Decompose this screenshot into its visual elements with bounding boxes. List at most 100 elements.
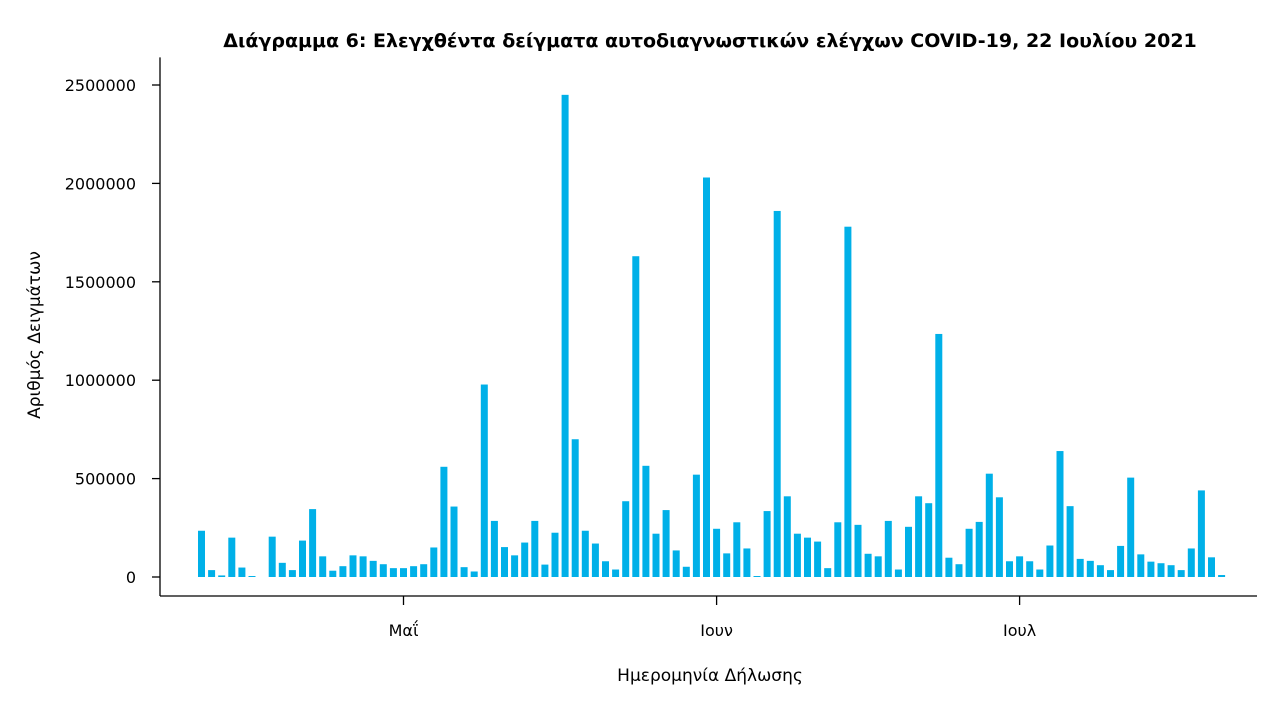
bar [400,568,407,577]
bar [410,566,418,577]
bar [369,560,377,577]
bar [945,557,953,577]
bar [854,524,862,577]
bar [975,521,983,577]
y-tick-label: 500000 [75,470,136,489]
bar [773,210,781,577]
bar [894,569,902,577]
bar [1056,451,1064,577]
bar [571,439,579,577]
y-tick-label: 2000000 [65,174,136,193]
bar [905,526,912,577]
bar [662,510,670,577]
bar [1177,570,1185,577]
bar [1066,506,1074,577]
bar [1036,569,1044,577]
bar [531,520,539,577]
bar [1107,570,1114,577]
bar [511,555,519,577]
bar [723,553,731,577]
bar [1127,477,1135,577]
bar [642,465,650,577]
bar [935,333,943,577]
bar [198,530,205,577]
bar [814,541,822,577]
bar [1167,565,1175,577]
x-axis-label: Ημερομηνία Δήλωσης [617,666,803,686]
chart-title: Διάγραμμα 6: Ελεγχθέντα δείγματα αυτοδια… [223,30,1197,52]
bar [612,569,620,577]
bar [501,547,508,577]
x-axis: Μαΐ Ιουν Ιουλ [160,595,1257,640]
y-tick-label: 2500000 [65,76,136,95]
bar [602,561,609,577]
bar [1187,548,1195,577]
bar [682,566,690,577]
y-axis-label: Αριθμός Δειγμάτων [25,251,45,419]
bar [339,566,347,577]
bar [248,576,256,577]
bar [541,564,549,577]
bar [581,530,589,577]
y-axis: 0 500000 1000000 1500000 2000000 2500000 [65,57,161,596]
y-tick-label: 0 [126,568,136,587]
bar [985,473,993,577]
bar [1006,561,1013,577]
bar [692,474,700,577]
bar [672,550,680,577]
bar [359,556,367,577]
bar [309,509,317,577]
bar [763,511,771,577]
bar [1016,556,1024,577]
bar [288,570,296,577]
bar [561,94,569,577]
bar [703,177,710,577]
bar [925,503,933,577]
bar [208,570,216,577]
y-tick-label: 1500000 [65,273,136,292]
bar [1026,561,1034,577]
bar [480,384,488,577]
bar [804,537,811,577]
bar [1208,557,1215,577]
bar [268,536,276,577]
bar [864,553,872,577]
bar [228,537,236,577]
bar [1117,545,1125,577]
bar [379,564,387,577]
bar [551,532,559,577]
bar [713,528,721,577]
bar [733,522,741,577]
bar [440,466,448,577]
bar [783,496,791,577]
bar [834,522,842,577]
bar [632,256,640,577]
bar [824,568,832,577]
bar [1086,560,1094,577]
bar [1197,490,1205,577]
bar [218,575,226,577]
bar [955,564,963,577]
bar [874,556,882,577]
bar [915,496,923,577]
bar [238,567,246,577]
bar [1147,561,1155,577]
bar [1076,558,1084,577]
y-tick-label: 1000000 [65,371,136,390]
bars [198,94,1226,577]
bar [1137,554,1145,577]
bar [591,543,599,577]
bar [884,520,892,577]
bar [430,547,438,577]
bar [420,564,428,577]
bar [490,520,498,577]
bar [460,567,468,577]
bar [965,528,973,577]
bar [1096,565,1104,577]
bar [319,556,327,577]
bar [450,506,458,577]
bar [349,555,357,577]
bar [844,226,852,577]
bar [1157,563,1165,577]
